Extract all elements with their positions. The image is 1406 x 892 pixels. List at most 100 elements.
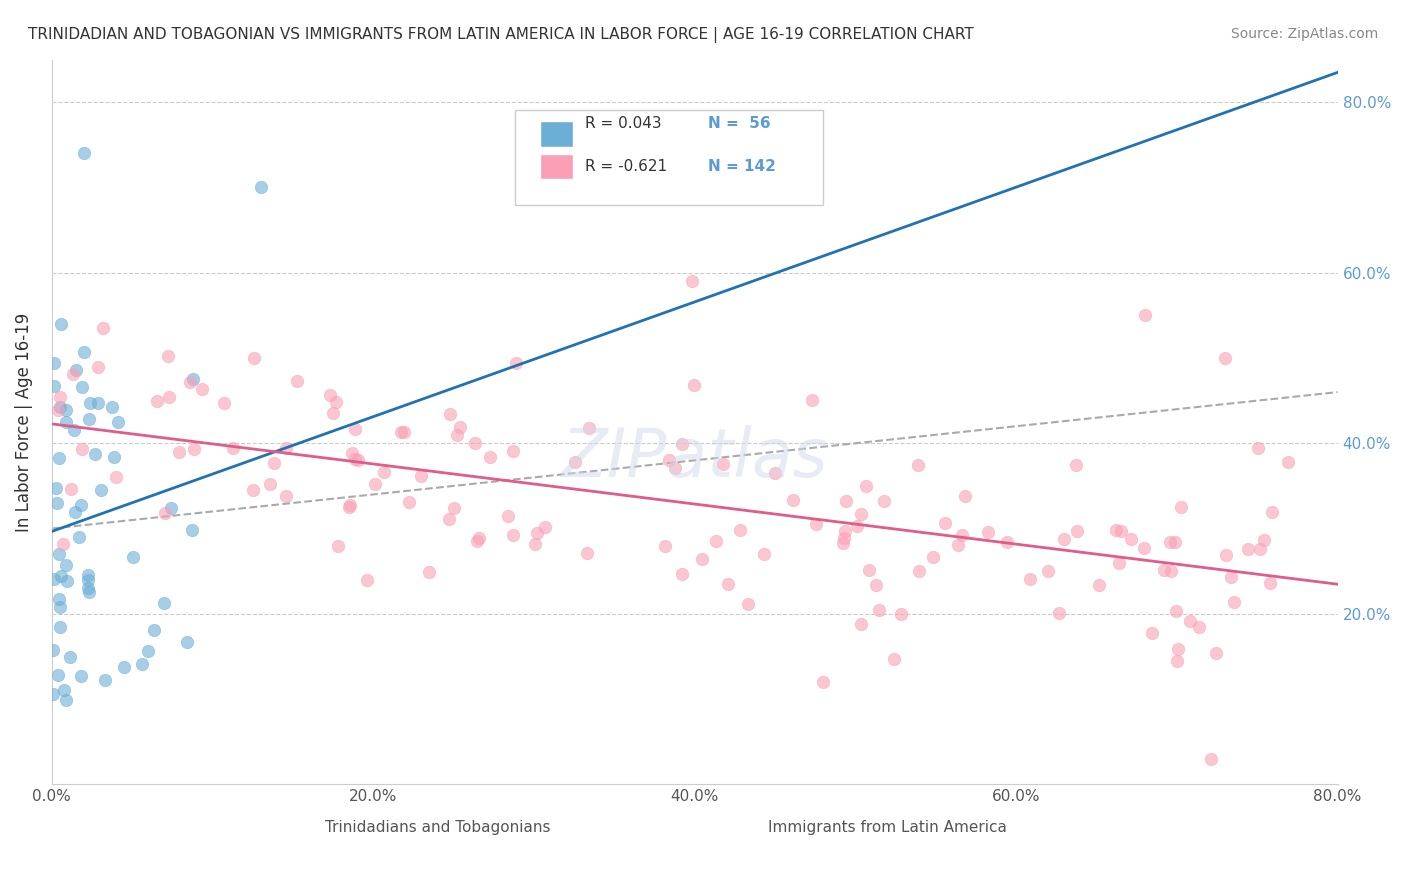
blue (48, 547, 70, 561)
pink (1236, 542, 1258, 557)
pink (576, 546, 599, 560)
pink (222, 441, 245, 455)
pink (1053, 532, 1076, 546)
pink (950, 528, 973, 542)
blue (181, 372, 204, 386)
pink (343, 451, 366, 466)
pink (87, 360, 110, 375)
blue (93, 673, 115, 688)
blue (44, 378, 66, 392)
pink (274, 489, 297, 503)
pink (835, 494, 858, 508)
pink (398, 494, 420, 508)
Text: TRINIDADIAN AND TOBAGONIAN VS IMMIGRANTS FROM LATIN AMERICA IN LABOR FORCE | AGE: TRINIDADIAN AND TOBAGONIAN VS IMMIGRANTS… (28, 27, 974, 43)
pink (1066, 524, 1088, 539)
pink (243, 351, 266, 366)
pink (263, 457, 285, 471)
blue (48, 451, 70, 466)
blue (55, 558, 77, 572)
pink (259, 477, 281, 491)
Text: Trinidadians and Tobagonians: Trinidadians and Tobagonians (325, 820, 550, 835)
pink (813, 675, 835, 690)
pink (285, 374, 308, 388)
pink (105, 470, 128, 484)
blue (249, 180, 271, 194)
pink (167, 445, 190, 459)
pink (946, 538, 969, 552)
blue (65, 363, 87, 377)
pink (157, 390, 180, 404)
pink (1164, 534, 1187, 549)
blue (103, 450, 125, 465)
pink (496, 508, 519, 523)
pink (845, 519, 868, 533)
pink (1108, 556, 1130, 570)
pink (782, 493, 804, 508)
pink (157, 349, 180, 363)
FancyBboxPatch shape (657, 821, 679, 838)
pink (468, 531, 491, 545)
pink (1153, 563, 1175, 577)
pink (737, 597, 759, 611)
FancyBboxPatch shape (238, 821, 262, 838)
pink (865, 578, 887, 592)
blue (42, 572, 65, 586)
Text: ZIPatlas: ZIPatlas (561, 425, 828, 491)
pink (373, 465, 395, 479)
pink (1105, 523, 1128, 537)
pink (1247, 441, 1270, 455)
pink (505, 356, 527, 370)
FancyBboxPatch shape (540, 153, 572, 179)
blue (176, 635, 198, 649)
pink (183, 442, 205, 456)
pink (465, 534, 488, 549)
pink (446, 427, 468, 442)
blue (153, 596, 176, 610)
pink (834, 524, 856, 538)
blue (79, 412, 101, 426)
pink (70, 442, 93, 456)
pink (449, 419, 471, 434)
pink (908, 564, 931, 578)
pink (976, 524, 998, 539)
blue (77, 567, 100, 582)
blue (107, 415, 129, 429)
blue (55, 403, 77, 417)
pink (523, 537, 546, 551)
blue (160, 501, 183, 516)
FancyBboxPatch shape (515, 111, 824, 204)
pink (681, 274, 703, 288)
pink (1180, 614, 1202, 628)
blue (73, 146, 96, 161)
pink (337, 500, 360, 514)
pink (1066, 458, 1088, 472)
blue (87, 395, 110, 409)
pink (754, 547, 776, 561)
pink (242, 483, 264, 497)
blue (49, 619, 72, 633)
pink (1119, 532, 1142, 546)
pink (1215, 549, 1237, 563)
pink (1260, 505, 1282, 519)
pink (1213, 351, 1236, 365)
blue (46, 495, 69, 509)
blue (49, 400, 72, 414)
blue (46, 667, 69, 681)
blue (131, 657, 153, 671)
pink (1133, 309, 1156, 323)
pink (274, 441, 297, 455)
pink (1140, 626, 1163, 640)
pink (346, 452, 368, 467)
pink (1253, 533, 1275, 547)
pink (1205, 646, 1227, 660)
pink (153, 506, 176, 520)
blue (49, 569, 72, 583)
pink (464, 436, 486, 450)
pink (890, 607, 912, 621)
pink (356, 573, 378, 587)
Text: R = 0.043: R = 0.043 (585, 116, 662, 131)
pink (564, 454, 586, 468)
pink (191, 382, 214, 396)
pink (60, 482, 83, 496)
pink (339, 498, 361, 512)
